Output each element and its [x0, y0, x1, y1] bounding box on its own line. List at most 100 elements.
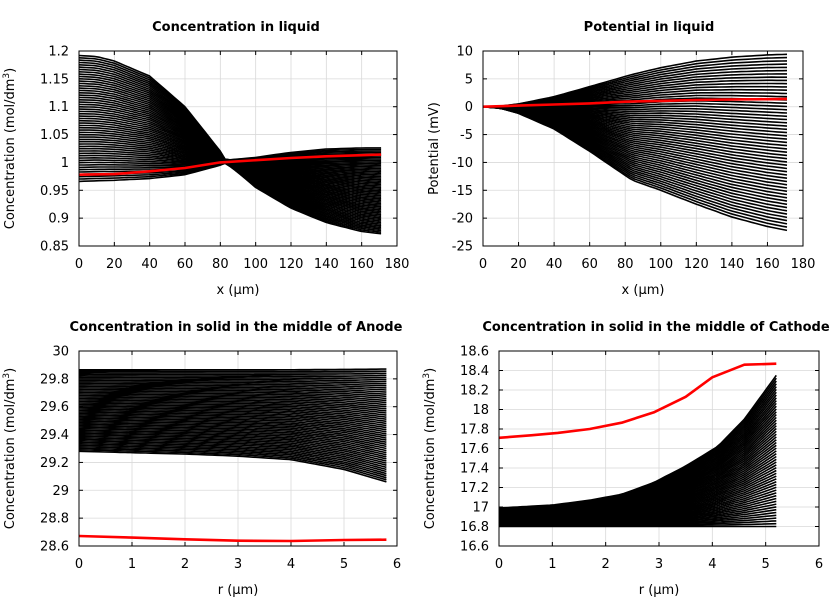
x-tick-label: 0 — [495, 557, 503, 572]
red-series-line — [78, 153, 382, 176]
black-curve — [79, 411, 387, 429]
x-axis-label: x (µm) — [622, 283, 665, 298]
x-tick-label: 5 — [762, 557, 770, 572]
black-curve — [498, 374, 777, 509]
plot-frame — [498, 350, 820, 547]
chart-title: Potential in liquid — [584, 20, 715, 35]
black-curve — [79, 382, 387, 389]
black-curve — [78, 435, 387, 462]
y-tick-label: 1.1 — [48, 100, 69, 115]
x-tick-label: 1 — [128, 557, 136, 572]
x-axis-label: r (µm) — [218, 583, 259, 598]
y-tick-label: 18.2 — [460, 384, 489, 399]
x-tick-label: 120 — [279, 257, 304, 272]
black-curve — [78, 439, 387, 469]
black-curve — [79, 379, 387, 385]
x-tick-label: 40 — [141, 257, 158, 272]
black-curve — [78, 408, 387, 425]
black-curve — [79, 373, 387, 377]
black-curve-bundle — [78, 368, 387, 483]
y-tick-label: 16.6 — [460, 540, 489, 555]
y-tick-label: 5 — [465, 72, 473, 87]
black-curve — [79, 372, 387, 375]
black-curve — [79, 400, 387, 414]
y-tick-label: -5 — [460, 128, 473, 143]
x-tick-label: 140 — [314, 257, 339, 272]
black-curve — [79, 384, 387, 391]
black-curve — [78, 426, 387, 450]
y-tick-label: 0 — [465, 100, 473, 115]
y-tick-label: 18 — [472, 403, 489, 418]
black-curve — [78, 391, 387, 402]
black-curve — [79, 378, 387, 383]
y-tick-label: 16.8 — [460, 520, 489, 535]
x-tick-label: 3 — [655, 557, 663, 572]
y-tick-label: 29.2 — [40, 456, 69, 471]
black-curve — [79, 396, 387, 408]
chart-title: Concentration in solid in the middle of … — [482, 320, 830, 335]
black-curve — [78, 438, 387, 466]
y-tick-label: 10 — [456, 45, 473, 60]
black-curve — [78, 446, 387, 477]
y-tick-label: -15 — [452, 184, 473, 199]
black-curve — [78, 450, 387, 483]
x-tick-label: 1 — [548, 557, 556, 572]
x-tick-label: 0 — [75, 257, 83, 272]
black-curve — [79, 399, 387, 412]
x-tick-label: 0 — [479, 257, 487, 272]
black-curve — [78, 420, 387, 441]
x-axis-label: r (µm) — [639, 583, 680, 598]
black-curve-bundle — [498, 374, 777, 528]
black-curve — [79, 427, 387, 452]
black-curve — [78, 432, 387, 458]
black-curve — [78, 444, 387, 475]
black-curve — [78, 424, 387, 448]
x-tick-label: 180 — [791, 257, 816, 272]
x-tick-label: 4 — [287, 557, 295, 572]
black-curve — [78, 449, 387, 481]
x-tick-label: 0 — [75, 557, 83, 572]
red-series-line — [78, 534, 387, 543]
y-tick-label: 0.9 — [48, 212, 69, 227]
y-axis-label: Concentration (mol/dm3) — [2, 68, 18, 230]
y-axis-label: Concentration (mol/dm3) — [422, 368, 438, 530]
y-tick-label: 0.85 — [40, 240, 69, 255]
black-curve — [78, 423, 387, 446]
x-tick-label: 180 — [385, 257, 410, 272]
black-curve — [78, 402, 387, 416]
plot-frame — [78, 350, 398, 547]
x-tick-label: 140 — [719, 257, 744, 272]
x-tick-label: 60 — [177, 257, 194, 272]
y-tick-label: 29.4 — [40, 428, 69, 443]
y-tick-label: -20 — [452, 212, 473, 227]
black-curve — [79, 394, 387, 406]
x-tick-label: 6 — [815, 557, 823, 572]
black-curve — [79, 381, 387, 387]
black-curve — [78, 388, 387, 398]
y-tick-label: 1 — [61, 156, 69, 171]
black-curve — [78, 421, 387, 443]
black-curve — [78, 441, 387, 471]
black-curve — [79, 375, 387, 379]
x-tick-label: 160 — [349, 257, 374, 272]
y-tick-label: 28.8 — [40, 512, 69, 527]
x-tick-label: 100 — [243, 257, 268, 272]
black-curve — [79, 412, 387, 431]
y-tick-label: 17.6 — [460, 442, 489, 457]
x-tick-label: 5 — [340, 557, 348, 572]
y-tick-label: 18.4 — [460, 364, 489, 379]
x-tick-label: 80 — [617, 257, 634, 272]
black-curve-bundle — [482, 53, 788, 232]
red-series-line — [482, 97, 788, 108]
x-tick-label: 40 — [546, 257, 563, 272]
black-curve — [78, 418, 387, 439]
black-curve — [79, 397, 387, 410]
chart-title: Concentration in liquid — [152, 20, 320, 35]
black-curve-bundle — [78, 54, 382, 235]
x-tick-label: 60 — [581, 257, 598, 272]
black-curve — [78, 430, 387, 456]
y-tick-label: 29.6 — [40, 400, 69, 415]
y-tick-label: 29 — [52, 484, 69, 499]
y-tick-label: 17.2 — [460, 481, 489, 496]
